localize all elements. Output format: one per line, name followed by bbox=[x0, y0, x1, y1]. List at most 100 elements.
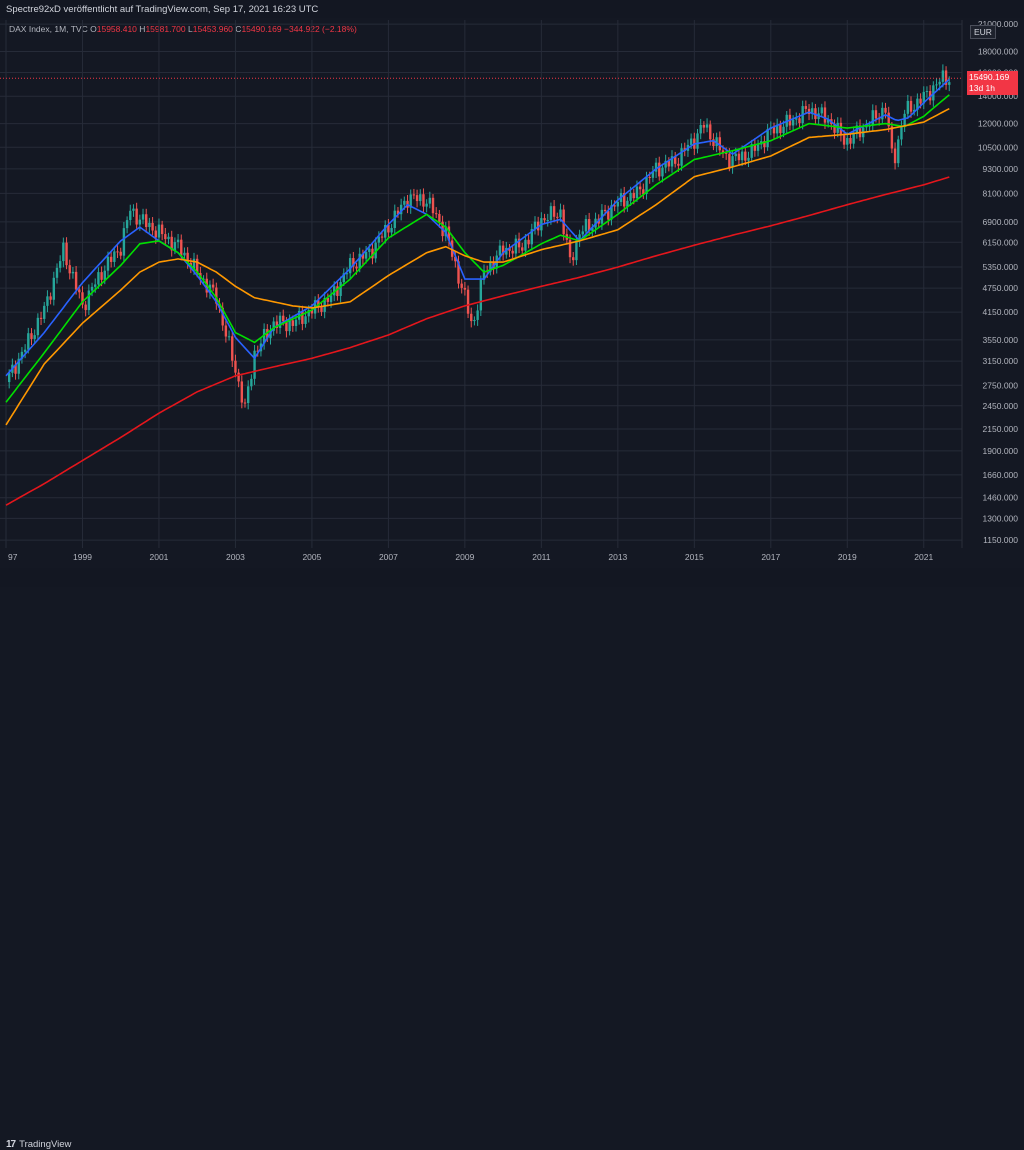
candle-body bbox=[766, 129, 769, 148]
moving-average-line bbox=[5, 107, 950, 426]
y-tick-label: 14000.000 bbox=[978, 91, 1018, 101]
candle-body bbox=[90, 286, 94, 291]
candle-body bbox=[435, 213, 438, 215]
candle-body bbox=[833, 124, 836, 133]
candle-body bbox=[275, 321, 279, 329]
candle-body bbox=[795, 118, 798, 120]
candle-body bbox=[724, 152, 728, 154]
top-bar: Spectre92xD veröffentlicht auf TradingVi… bbox=[0, 0, 1024, 18]
x-tick-label: 2021 bbox=[914, 552, 933, 562]
x-tick-label: 2017 bbox=[761, 552, 780, 562]
candle-body bbox=[329, 295, 333, 302]
x-tick-label: 2009 bbox=[455, 552, 474, 562]
candle-body bbox=[731, 156, 734, 168]
currency-button[interactable]: EUR bbox=[970, 25, 996, 39]
candle-body bbox=[874, 110, 878, 119]
candle-body bbox=[852, 132, 855, 144]
candle-body bbox=[603, 209, 607, 212]
candle-body bbox=[103, 270, 106, 280]
candle-body bbox=[925, 91, 929, 93]
x-tick-label: 2007 bbox=[379, 552, 398, 562]
symbol-label[interactable]: DAX Index, 1M, TVC bbox=[9, 24, 88, 34]
candle-body bbox=[49, 296, 52, 300]
candle-body bbox=[916, 98, 919, 110]
candle-body bbox=[412, 194, 416, 196]
candle-body bbox=[425, 203, 428, 207]
candle-body bbox=[176, 239, 180, 243]
candle-body bbox=[508, 247, 511, 251]
candle-body bbox=[890, 126, 894, 149]
candle-body bbox=[326, 297, 330, 302]
candle-body bbox=[17, 358, 20, 374]
candle-body bbox=[913, 109, 916, 112]
candle-body bbox=[613, 205, 616, 207]
candle-body bbox=[772, 127, 776, 134]
y-tick-label: 3550.000 bbox=[983, 335, 1019, 345]
candle-body bbox=[919, 98, 922, 104]
candle-body bbox=[903, 113, 906, 127]
candle-body bbox=[658, 162, 661, 177]
candle-body bbox=[702, 124, 706, 128]
candle-body bbox=[23, 349, 27, 352]
publish-info: Spectre92xD veröffentlicht auf TradingVi… bbox=[6, 4, 319, 15]
candle-body bbox=[820, 107, 823, 114]
candle-body bbox=[364, 251, 368, 259]
candle-body bbox=[734, 153, 737, 157]
candle-body bbox=[575, 240, 578, 261]
candle-body bbox=[14, 364, 17, 374]
low-value: 15453.960 bbox=[192, 24, 233, 34]
y-tick-label: 1900.000 bbox=[983, 446, 1019, 456]
x-tick-label: 97 bbox=[8, 552, 18, 562]
y-tick-label: 3150.000 bbox=[983, 356, 1019, 366]
candle-body bbox=[46, 296, 49, 306]
candle-body bbox=[218, 303, 221, 308]
candle-body bbox=[798, 118, 801, 124]
candle-body bbox=[390, 227, 393, 233]
y-tick-label: 5350.000 bbox=[983, 262, 1019, 272]
candle-body bbox=[374, 242, 377, 259]
candle-body bbox=[231, 336, 234, 361]
candle-body bbox=[737, 153, 741, 161]
candle-body bbox=[269, 330, 272, 339]
y-tick-label: 1300.000 bbox=[983, 513, 1019, 523]
candle-body bbox=[74, 271, 78, 290]
x-tick-label: 2003 bbox=[226, 552, 245, 562]
candle-body bbox=[173, 242, 177, 251]
x-tick-label: 2005 bbox=[302, 552, 321, 562]
candle-body bbox=[607, 211, 610, 220]
candle-body bbox=[154, 230, 157, 238]
candle-body bbox=[358, 253, 361, 269]
candle-body bbox=[941, 70, 945, 82]
tradingview-brand[interactable]: 17 TradingView bbox=[6, 1139, 71, 1150]
price-chart[interactable]: 1150.000 1300.000 1460.000 1660.000 1900.000… bbox=[0, 0, 1024, 587]
footer-bar: 17 TradingView bbox=[0, 568, 1024, 1150]
candle-body bbox=[348, 258, 352, 274]
candle-body bbox=[779, 124, 782, 134]
candle-body bbox=[310, 309, 314, 314]
candle-body bbox=[517, 238, 521, 248]
series-layer bbox=[5, 64, 951, 506]
candle-body bbox=[39, 317, 43, 319]
candle-body bbox=[521, 247, 524, 251]
candle-body bbox=[192, 258, 196, 269]
candle-body bbox=[52, 277, 55, 300]
candle-body bbox=[294, 319, 298, 326]
candle-body bbox=[422, 194, 425, 207]
candle-body bbox=[371, 248, 374, 259]
tradingview-logo-icon: 17 bbox=[6, 1139, 16, 1150]
x-tick-label: 2019 bbox=[838, 552, 857, 562]
candle-body bbox=[689, 138, 693, 145]
candle-body bbox=[629, 192, 632, 201]
candle-body bbox=[399, 204, 403, 215]
candle-body bbox=[380, 236, 384, 238]
candle-body bbox=[498, 245, 502, 256]
candle-body bbox=[661, 167, 664, 177]
candle-body bbox=[473, 319, 476, 322]
candle-body bbox=[782, 126, 785, 134]
candle-body bbox=[648, 176, 651, 178]
candle-body bbox=[84, 304, 87, 311]
candle-body bbox=[938, 81, 941, 85]
candle-body bbox=[530, 229, 533, 245]
candle-body bbox=[256, 350, 259, 352]
candle-body bbox=[677, 163, 680, 166]
